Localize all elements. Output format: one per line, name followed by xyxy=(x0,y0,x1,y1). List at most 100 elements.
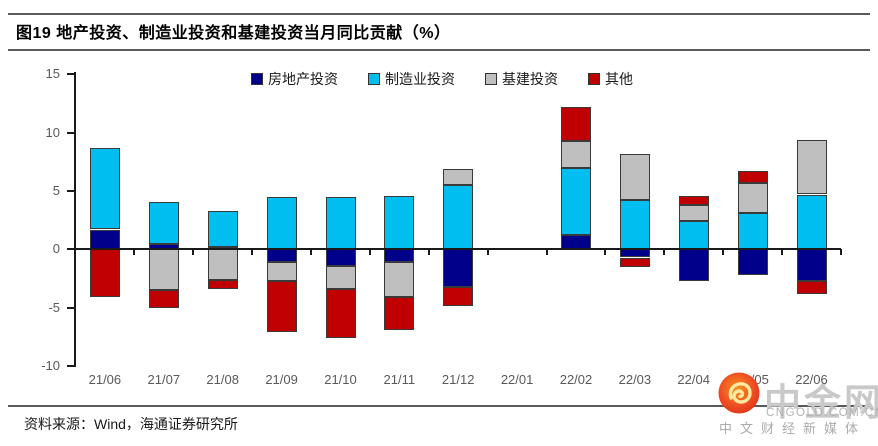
x-axis-tick xyxy=(722,249,725,256)
legend-label: 制造业投资 xyxy=(385,71,455,87)
bar-segment xyxy=(737,249,768,275)
bottom-divider xyxy=(8,405,870,407)
bar-segment xyxy=(678,195,709,205)
bar-segment xyxy=(737,171,768,183)
bar-segment xyxy=(148,201,179,244)
x-axis-category-label: 22/01 xyxy=(500,372,534,387)
legend-label: 基建投资 xyxy=(502,71,558,87)
bar-segment xyxy=(737,182,768,214)
legend-label: 其他 xyxy=(605,71,633,87)
bar-segment xyxy=(384,195,415,250)
bar-segment xyxy=(266,196,297,250)
x-axis-category-label: 21/12 xyxy=(441,372,475,387)
y-axis-tick-label: 5 xyxy=(52,183,60,198)
bar-segment xyxy=(796,139,827,195)
legend-item: 房地产投资 xyxy=(251,69,338,89)
legend-item: 基建投资 xyxy=(485,69,558,89)
bar-segment xyxy=(678,249,709,281)
x-axis-category-label: 21/10 xyxy=(324,372,357,387)
bar-segment xyxy=(325,288,356,338)
bar-segment xyxy=(678,205,709,222)
bar-segment xyxy=(207,279,238,289)
watermark-domain: CNGOLD.COM.CN xyxy=(766,407,878,419)
page-title: 图19 地产投资、制造业投资和基建投资当月同比贡献（%） xyxy=(16,25,451,42)
bar-segment xyxy=(561,235,591,250)
x-axis-category-label: 21/06 xyxy=(88,372,122,387)
bar-segment xyxy=(207,210,238,247)
x-axis-category-label: 22/02 xyxy=(559,372,593,387)
bar-segment xyxy=(325,265,356,289)
legend-marker-icon xyxy=(251,73,263,85)
bar-segment xyxy=(678,221,709,250)
bar-segment xyxy=(443,286,474,307)
legend-marker-icon xyxy=(485,73,497,85)
bar-segment xyxy=(148,249,179,291)
top-divider xyxy=(8,13,870,15)
y-axis-tick-label: 15 xyxy=(45,66,60,82)
y-axis-tick xyxy=(67,131,75,134)
y-axis-tick-label: 10 xyxy=(45,124,60,140)
x-axis-category-label: 22/06 xyxy=(795,372,828,387)
x-axis-tick xyxy=(251,249,254,256)
bar-segment xyxy=(148,290,179,308)
bar-segment xyxy=(384,297,415,330)
y-axis-tick-label: 0 xyxy=(52,241,60,257)
bar-segment xyxy=(89,147,120,230)
bar-segment xyxy=(266,262,297,281)
y-axis-tick xyxy=(67,364,75,367)
bar-segment xyxy=(89,229,120,250)
x-axis-tick xyxy=(663,249,666,256)
y-axis-tick xyxy=(67,73,75,76)
legend-marker-icon xyxy=(588,73,600,85)
bar-segment xyxy=(266,249,297,263)
legend-item: 制造业投资 xyxy=(368,69,455,89)
bar-segment xyxy=(89,249,120,298)
x-axis-line xyxy=(67,248,841,251)
bar-segment xyxy=(443,185,474,250)
x-axis-category-label: 22/04 xyxy=(677,372,710,387)
bar-segment xyxy=(796,194,827,250)
x-axis-category-label: 21/09 xyxy=(265,372,298,387)
bar-segment xyxy=(796,249,827,281)
bar-segment xyxy=(561,140,591,168)
x-axis-tick xyxy=(781,249,784,256)
y-axis-tick-label: -5 xyxy=(48,299,60,315)
cngold-logo-icon xyxy=(718,372,760,414)
watermark-tagline: 中文财经新媒体 xyxy=(719,421,867,436)
source-note: 资料来源：Wind，海通证券研究所 xyxy=(24,416,238,432)
bar-segment xyxy=(207,249,238,280)
y-axis-tick-label: -10 xyxy=(41,357,60,373)
bar-segment xyxy=(325,196,356,250)
x-axis-tick xyxy=(368,249,371,256)
bar-segment xyxy=(619,257,650,267)
x-axis-tick xyxy=(133,249,136,256)
legend-label: 房地产投资 xyxy=(268,71,338,87)
x-axis-tick xyxy=(427,249,430,256)
bar-segment xyxy=(266,280,297,333)
bar-segment xyxy=(619,249,650,258)
y-axis-line xyxy=(74,72,76,367)
chart-legend: 房地产投资 制造业投资 基建投资 其他 xyxy=(251,69,633,89)
bar-segment xyxy=(737,213,768,250)
x-axis-tick xyxy=(545,249,548,256)
title-divider xyxy=(8,49,870,51)
bar-segment xyxy=(325,249,356,266)
x-axis-category-label: 22/03 xyxy=(618,372,652,387)
legend-item: 其他 xyxy=(588,69,633,89)
bar-segment xyxy=(561,167,591,236)
y-axis-tick xyxy=(67,190,75,192)
bar-segment xyxy=(443,168,474,186)
legend-marker-icon xyxy=(368,73,380,85)
bar-segment xyxy=(619,153,650,201)
x-axis-category-label: 21/08 xyxy=(206,372,239,387)
bar-segment xyxy=(561,107,591,141)
x-axis-category-label: 21/11 xyxy=(383,372,416,387)
bar-segment xyxy=(443,249,474,287)
bar-segment xyxy=(384,262,415,298)
bar-segment xyxy=(619,200,650,250)
x-axis-tick xyxy=(839,249,842,256)
bar-segment xyxy=(384,249,415,263)
x-axis-tick xyxy=(604,249,607,256)
x-axis-category-label: 21/07 xyxy=(147,372,181,387)
